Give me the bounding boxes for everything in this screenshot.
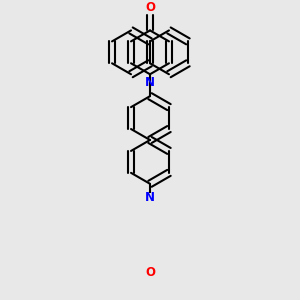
Text: N: N: [145, 191, 155, 204]
Text: O: O: [145, 266, 155, 279]
Text: N: N: [145, 76, 155, 89]
Text: O: O: [145, 1, 155, 13]
